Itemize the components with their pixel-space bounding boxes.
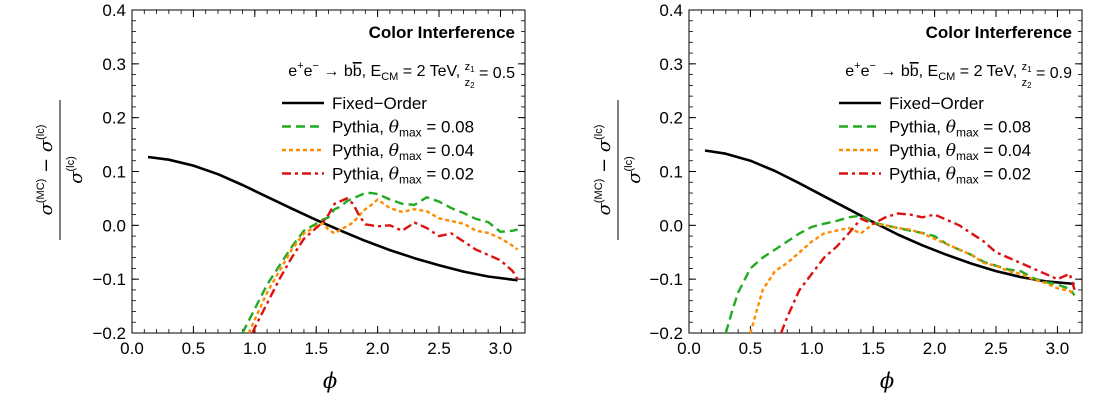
- y-tick-label: −0.1: [649, 270, 683, 289]
- series-line-2: [724, 214, 1076, 333]
- x-tick-label: 2.5: [427, 339, 451, 358]
- y-tick-label: 0.1: [102, 163, 126, 182]
- y-tick-label: −0.1: [92, 270, 126, 289]
- series-line-3: [749, 222, 1076, 333]
- x-tick-label: 1.0: [243, 339, 267, 358]
- x-tick-label: 0.0: [120, 339, 144, 358]
- x-tick-label: 3.0: [489, 339, 513, 358]
- y-tick-label: 0.3: [102, 55, 126, 74]
- y-tick-label: −0.2: [92, 324, 126, 343]
- y-tick-label: 0.2: [659, 109, 683, 128]
- legend-label-4: Pythia, θmax = 0.02: [889, 165, 1031, 187]
- x-tick-label: 0.5: [739, 339, 763, 358]
- y-tick-label: −0.2: [649, 324, 683, 343]
- y-tick-label: 0.4: [659, 1, 683, 20]
- chart-panel-1: 0.0 0.5 1.0 1.5 2.0 2.5 3.0 −0.2 −0.1 0.0 0.1 0.2 0.…: [35, 1, 526, 393]
- series-line-4: [251, 197, 519, 333]
- x-tick-label: 0.0: [677, 339, 701, 358]
- legend-label-4: Pythia, θmax = 0.02: [332, 165, 474, 187]
- x-tick-label: 3.0: [1046, 339, 1070, 358]
- y-tick-label: 0.0: [659, 216, 683, 235]
- process-label: e+e− → bb, ECM = 2 TeV, z1 z2 = 0.5: [288, 60, 515, 90]
- y-label-numerator: σ(MC) − σ(lc): [35, 125, 57, 216]
- y-tick-label: 0.2: [102, 109, 126, 128]
- series-line-3: [247, 198, 519, 333]
- y-label-denominator: σ(lc): [623, 156, 645, 184]
- y-tick-label: 0.1: [659, 163, 683, 182]
- chart-panel-2: 0.0 0.5 1.0 1.5 2.0 2.5 3.0 −0.2 −0.1 0.0 0.1 0.2 0.…: [593, 1, 1083, 393]
- x-tick-label: 2.0: [366, 339, 390, 358]
- y-axis-label: σ(MC) − σ(lc) σ(lc): [35, 100, 87, 240]
- series-group: [704, 149, 1076, 333]
- x-tick-label: 2.5: [984, 339, 1008, 358]
- series-line-4: [779, 212, 1076, 333]
- y-tick-label: 0.3: [659, 55, 683, 74]
- chart-title: Color Interference: [926, 23, 1072, 42]
- legend-label-2: Pythia, θmax = 0.08: [332, 118, 474, 140]
- x-tick-label: 1.5: [304, 339, 328, 358]
- y-tick-label: 0.4: [102, 1, 126, 20]
- legend-label-1: Fixed−Order: [889, 94, 984, 113]
- x-tick-label: 2.0: [923, 339, 947, 358]
- chart-title: Color Interference: [369, 23, 515, 42]
- y-axis-label: σ(MC) − σ(lc) σ(lc): [593, 100, 645, 240]
- series-line-2: [241, 191, 518, 333]
- legend-label-3: Pythia, θmax = 0.04: [332, 141, 474, 163]
- y-label-denominator: σ(lc): [65, 156, 87, 184]
- series-line-1: [147, 155, 518, 282]
- x-tick-label: 1.5: [861, 339, 885, 358]
- legend-label-1: Fixed−Order: [332, 94, 427, 113]
- legend-label-2: Pythia, θmax = 0.08: [889, 118, 1031, 140]
- x-axis-label: ϕ: [880, 369, 894, 393]
- x-axis-label: ϕ: [323, 369, 337, 393]
- y-label-numerator: σ(MC) − σ(lc): [593, 125, 615, 216]
- x-tick-label: 0.5: [182, 339, 206, 358]
- legend-label-3: Pythia, θmax = 0.04: [889, 141, 1031, 163]
- x-tick-label: 1.0: [800, 339, 824, 358]
- process-label: e+e− → bb, ECM = 2 TeV, z1 z2 = 0.9: [845, 60, 1072, 90]
- y-tick-label: 0.0: [102, 216, 126, 235]
- series-group: [147, 155, 519, 333]
